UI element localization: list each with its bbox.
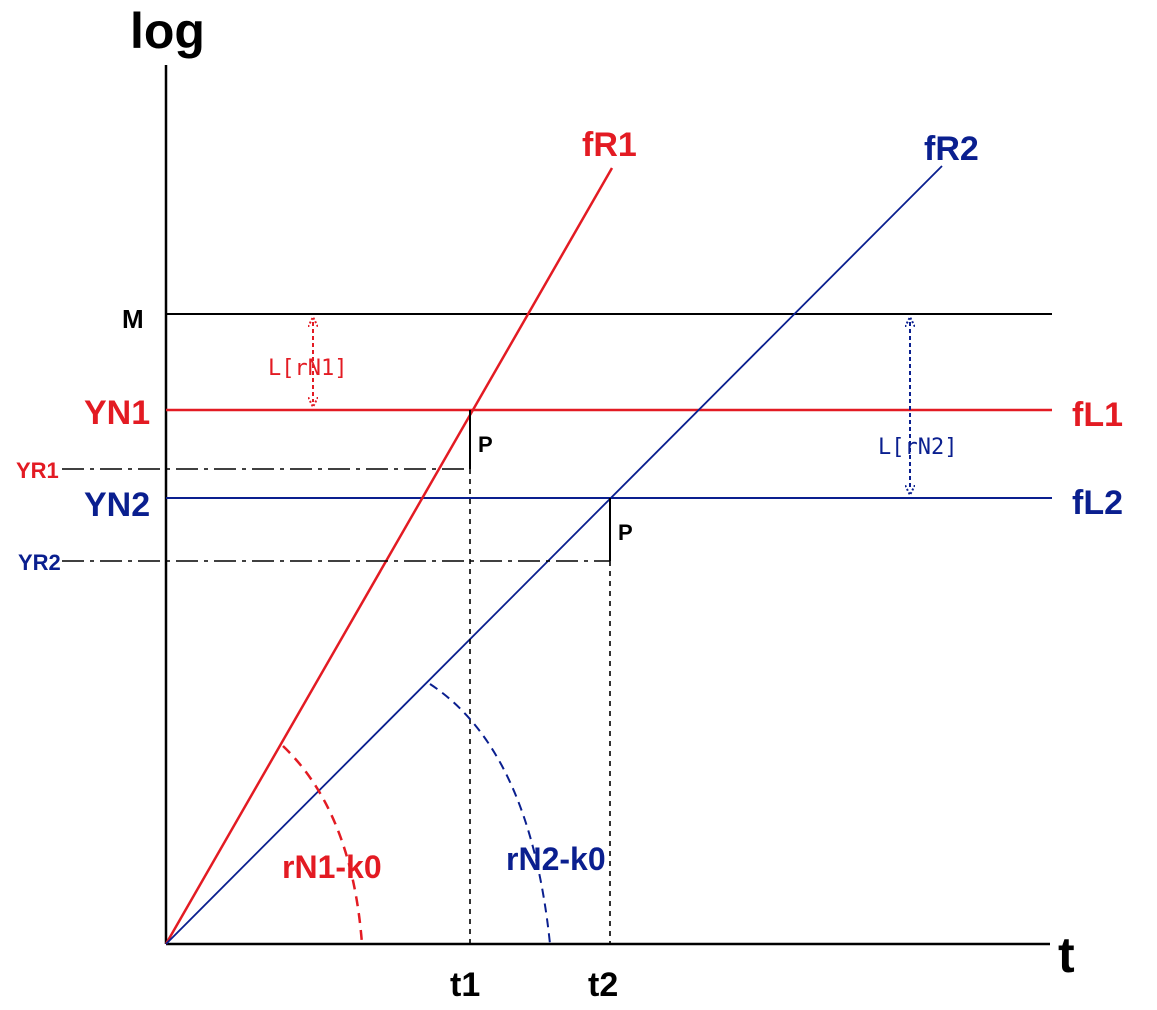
line-fR2 (165, 165, 943, 945)
label-p1: P (478, 432, 493, 457)
label-YR2: YR2 (18, 550, 61, 575)
tick-t1: t1 (450, 966, 480, 1004)
tick-t2: t2 (588, 966, 618, 1004)
label-p2: P (618, 520, 633, 545)
label-M: M (122, 304, 144, 334)
curve-rN2-k0 (429, 683, 551, 945)
curve-rN1-k0 (282, 745, 364, 945)
label-fR1: fR1 (582, 126, 637, 164)
line-fR1 (164, 167, 614, 945)
label-YN1: YN1 (84, 394, 150, 432)
label-YR1: YR1 (16, 458, 59, 483)
x-axis-label: t (1058, 927, 1075, 983)
label-fL2: fL2 (1072, 484, 1123, 522)
y-axis-label: log (130, 3, 205, 59)
label-fR2: fR2 (924, 130, 979, 168)
label-fL1: fL1 (1072, 396, 1123, 434)
label-gap1: L[rN1] (268, 356, 347, 381)
label-curve1: rN1-k0 (282, 849, 382, 885)
label-YN2: YN2 (84, 486, 150, 524)
label-gap2: L[rN2] (878, 435, 957, 460)
label-curve2: rN2-k0 (506, 841, 606, 877)
